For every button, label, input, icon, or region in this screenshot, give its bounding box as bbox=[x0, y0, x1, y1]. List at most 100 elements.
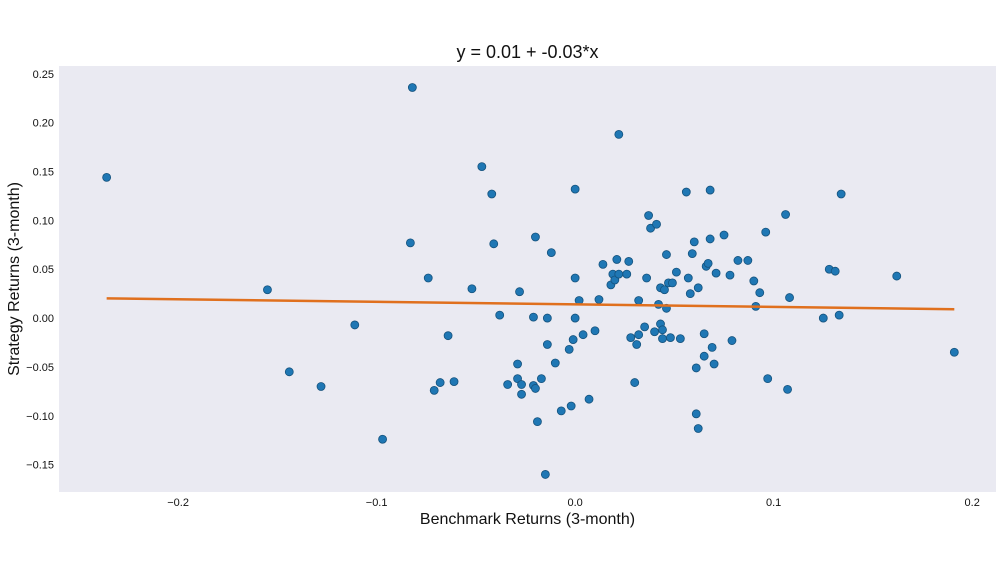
y-axis-ticks: −0.15 −0.10 −0.05 0.00 0.05 0.10 0.15 0.20 0.25 bbox=[26, 69, 54, 472]
data-point bbox=[668, 278, 677, 288]
data-point bbox=[407, 83, 417, 92]
data-point bbox=[755, 288, 765, 298]
data-point bbox=[658, 334, 667, 344]
data-point bbox=[590, 326, 600, 336]
data-point bbox=[564, 344, 574, 354]
data-points bbox=[102, 83, 959, 479]
data-point bbox=[836, 189, 846, 199]
data-point bbox=[683, 273, 693, 283]
data-point bbox=[550, 358, 560, 368]
fit-line bbox=[106, 297, 955, 311]
y-tick-label: 0.15 bbox=[33, 167, 54, 179]
data-point bbox=[666, 333, 675, 343]
data-point bbox=[533, 417, 542, 427]
data-point bbox=[689, 237, 699, 247]
data-point bbox=[423, 273, 433, 283]
data-point bbox=[429, 385, 439, 395]
data-point bbox=[612, 255, 622, 264]
data-point bbox=[705, 234, 715, 244]
data-point bbox=[350, 320, 360, 330]
data-point bbox=[378, 434, 387, 444]
x-tick-label: 0.0 bbox=[567, 497, 582, 509]
data-point bbox=[630, 378, 640, 387]
data-point bbox=[495, 310, 505, 320]
data-point bbox=[598, 259, 608, 269]
data-point bbox=[102, 172, 112, 182]
x-axis-label: Benchmark Returns (3-month) bbox=[420, 511, 635, 528]
data-point bbox=[644, 211, 653, 220]
data-point bbox=[614, 129, 624, 139]
data-point bbox=[781, 210, 790, 219]
y-axis-label: Strategy Returns (3-month) bbox=[6, 182, 23, 376]
data-point bbox=[503, 380, 513, 389]
data-point bbox=[405, 238, 415, 248]
data-point bbox=[711, 268, 721, 278]
data-point bbox=[783, 385, 792, 394]
data-point bbox=[743, 256, 753, 265]
y-tick-label: 0.00 bbox=[33, 313, 54, 325]
data-point bbox=[650, 327, 659, 337]
data-point bbox=[531, 232, 540, 242]
plot-area bbox=[59, 66, 996, 492]
data-point bbox=[785, 293, 794, 302]
x-tick-label: 0.1 bbox=[766, 497, 781, 509]
data-point bbox=[570, 313, 580, 323]
data-point bbox=[761, 227, 771, 237]
data-point bbox=[536, 374, 546, 384]
data-point bbox=[570, 184, 580, 194]
data-point bbox=[733, 256, 743, 265]
data-point bbox=[675, 334, 685, 344]
data-point bbox=[691, 363, 701, 373]
x-tick-label: 0.2 bbox=[965, 497, 980, 509]
data-point bbox=[568, 335, 578, 344]
data-point bbox=[707, 342, 717, 352]
data-point bbox=[477, 162, 487, 172]
data-point bbox=[578, 330, 588, 340]
y-tick-label: −0.15 bbox=[26, 460, 54, 472]
data-point bbox=[699, 329, 709, 339]
data-point bbox=[594, 295, 604, 304]
data-point bbox=[830, 266, 840, 276]
data-point bbox=[634, 296, 644, 305]
data-point bbox=[642, 273, 652, 283]
data-point bbox=[763, 374, 773, 384]
data-point bbox=[660, 285, 669, 295]
y-tick-label: −0.10 bbox=[26, 411, 54, 423]
data-point bbox=[614, 269, 624, 279]
y-tick-label: 0.05 bbox=[33, 264, 54, 276]
data-point bbox=[691, 409, 701, 419]
data-point bbox=[719, 230, 729, 240]
data-point bbox=[622, 269, 632, 279]
data-point bbox=[263, 285, 272, 295]
data-point bbox=[671, 267, 681, 277]
y-tick-label: 0.20 bbox=[33, 118, 54, 130]
y-tick-label: −0.05 bbox=[26, 362, 54, 374]
data-point bbox=[624, 257, 634, 266]
data-point bbox=[529, 312, 538, 322]
data-point bbox=[658, 325, 667, 335]
data-point bbox=[584, 394, 594, 404]
x-tick-label: −0.2 bbox=[167, 497, 189, 509]
data-point bbox=[693, 283, 703, 293]
data-point bbox=[693, 424, 703, 433]
data-point bbox=[449, 377, 459, 386]
data-point bbox=[632, 340, 642, 349]
data-point bbox=[531, 384, 540, 393]
data-point bbox=[487, 189, 497, 199]
data-point bbox=[435, 378, 445, 387]
data-point bbox=[467, 284, 477, 294]
data-point bbox=[703, 258, 713, 268]
data-point bbox=[316, 382, 326, 391]
data-point bbox=[834, 310, 844, 320]
data-point bbox=[640, 322, 650, 332]
data-point bbox=[517, 380, 526, 389]
data-point bbox=[652, 219, 661, 229]
x-tick-label: −0.1 bbox=[366, 497, 388, 509]
data-point bbox=[685, 289, 695, 299]
chart-title: y = 0.01 + -0.03*x bbox=[456, 42, 598, 62]
data-point bbox=[515, 287, 524, 297]
y-tick-label: 0.10 bbox=[33, 215, 54, 227]
data-point bbox=[540, 470, 550, 479]
data-point bbox=[566, 401, 576, 411]
